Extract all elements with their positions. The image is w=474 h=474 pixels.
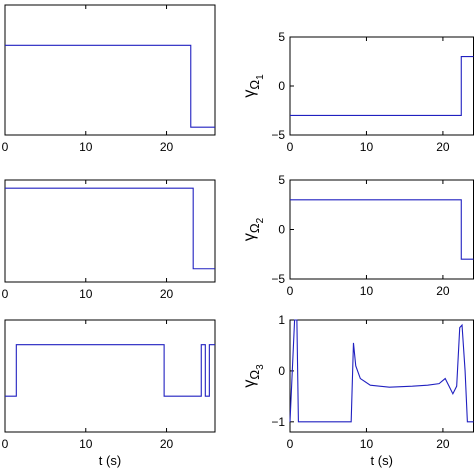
y-axis-label-sub: Ω: [247, 370, 262, 380]
x-axis-label: t (s): [371, 453, 393, 468]
x-tick-label: 10: [360, 284, 374, 298]
y-tick-label: 1: [278, 313, 285, 327]
y-tick-label: −5: [271, 128, 285, 142]
y-axis-label-subsub: 3: [255, 364, 266, 370]
x-tick-label: 20: [436, 140, 450, 154]
x-tick-label: 20: [160, 437, 174, 451]
y-axis-label-sub: Ω: [247, 80, 262, 90]
x-tick-label: 0: [2, 140, 9, 154]
data-line: [5, 44, 215, 128]
axes-frame: [4, 179, 216, 283]
y-axis-label: γΩ2: [241, 217, 266, 241]
x-tick-label: 20: [436, 437, 450, 451]
y-axis-label-symbol: γ: [241, 233, 258, 241]
x-tick-label: 20: [160, 140, 174, 154]
x-tick-label: 10: [360, 140, 374, 154]
y-tick-label: 5: [278, 173, 285, 187]
x-tick-label: 10: [360, 437, 374, 451]
y-tick-label: 5: [278, 30, 285, 44]
y-axis-label: γΩ3: [241, 364, 266, 388]
x-tick-label: 10: [79, 437, 93, 451]
y-axis-label-subsub: 2: [255, 217, 266, 223]
x-tick-label: 10: [79, 287, 93, 301]
x-tick-label: 0: [2, 437, 9, 451]
axes-frame: [4, 4, 216, 136]
x-axis-label: t (s): [99, 453, 121, 468]
x-tick-label: 20: [160, 287, 174, 301]
x-tick-label: 0: [287, 437, 294, 451]
y-tick-label: 0: [278, 364, 285, 378]
data-line: [5, 344, 215, 397]
y-tick-label: 0: [278, 79, 285, 93]
x-tick-label: 0: [287, 284, 294, 298]
axes-frame: [289, 319, 474, 433]
y-tick-label: −1: [271, 415, 285, 429]
y-axis-label-sub: Ω: [247, 223, 262, 233]
axes-frame: [289, 36, 474, 136]
x-tick-label: 20: [436, 284, 450, 298]
x-tick-label: 10: [79, 140, 93, 154]
y-axis-label-symbol: γ: [241, 380, 258, 388]
data-line: [290, 199, 474, 260]
y-tick-label: −5: [271, 272, 285, 286]
y-axis-label-symbol: γ: [241, 90, 258, 98]
axes-frame: [289, 179, 474, 280]
x-tick-label: 0: [2, 287, 9, 301]
data-line: [289, 319, 474, 423]
y-tick-label: 0: [278, 223, 285, 237]
axes-frame: [4, 319, 216, 433]
y-axis-label-subsub: 1: [255, 74, 266, 80]
x-tick-label: 0: [287, 140, 294, 154]
data-line: [5, 187, 215, 270]
data-line: [290, 56, 474, 116]
y-axis-label: γΩ1: [241, 74, 266, 98]
